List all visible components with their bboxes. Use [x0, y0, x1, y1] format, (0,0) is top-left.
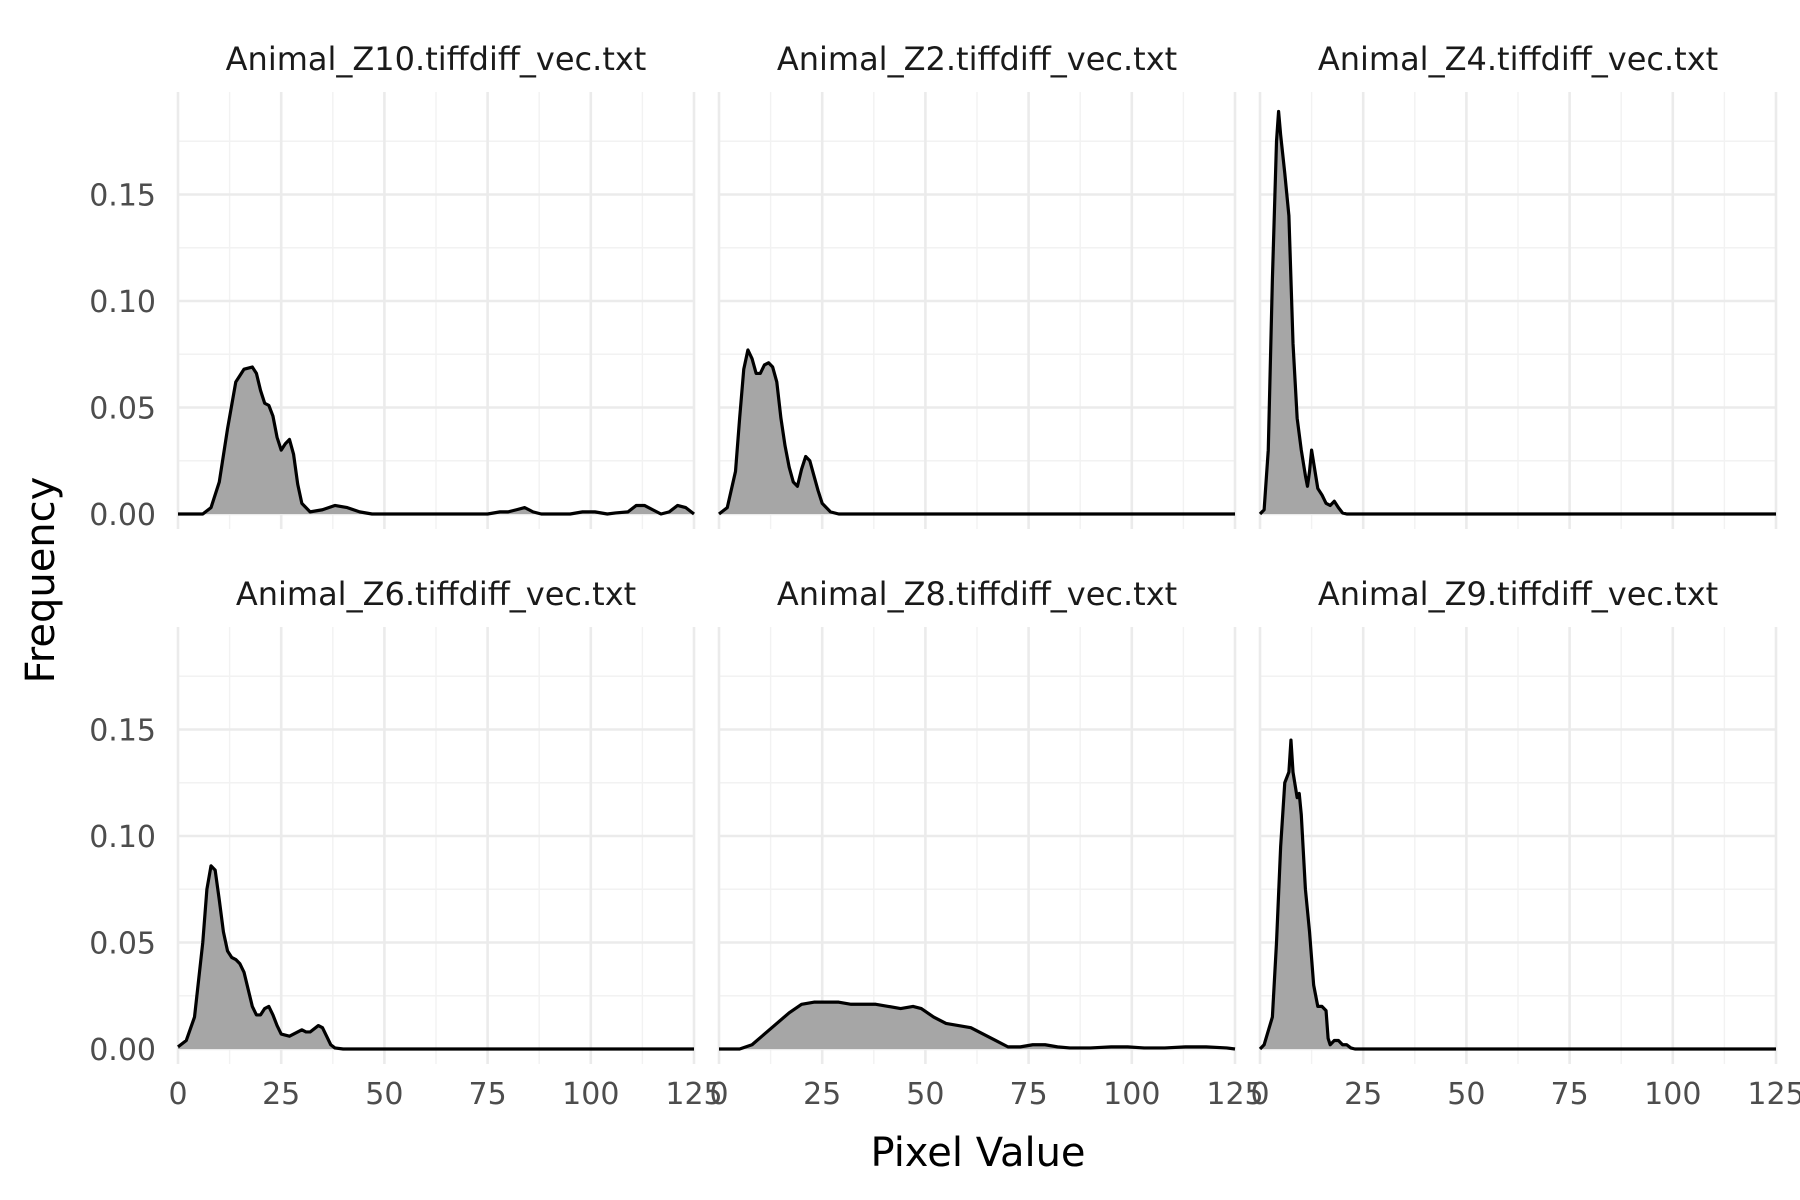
x-tick-label: 25	[262, 1077, 300, 1112]
y-tick-label: 0.05	[89, 392, 156, 427]
y-tick-label: 0.10	[89, 285, 156, 320]
facet-strip-title: Animal_Z4.tiffdiff_vec.txt	[1318, 40, 1718, 78]
x-tick-label: 50	[906, 1077, 944, 1112]
facet-strip-title: Animal_Z10.tiffdiff_vec.txt	[226, 40, 647, 78]
facet-panel: Animal_Z10.tiffdiff_vec.txt	[176, 40, 696, 529]
x-tick-label: 75	[469, 1077, 507, 1112]
x-tick-label: 125	[665, 1077, 722, 1112]
density-area	[178, 367, 694, 514]
facet-strip-title: Animal_Z2.tiffdiff_vec.txt	[777, 40, 1177, 78]
density-line	[719, 1000, 1236, 1051]
x-tick-label: 0	[1250, 1077, 1269, 1112]
facet-panels: Animal_Z10.tiffdiff_vec.txt Animal_Z2.tif…	[176, 40, 1778, 1064]
y-tick-label: 0.05	[89, 927, 156, 962]
x-tick-label: 50	[365, 1077, 403, 1112]
x-tick-label: 0	[709, 1077, 728, 1112]
x-tick-label: 75	[1010, 1077, 1048, 1112]
density-area	[178, 865, 694, 1049]
y-tick-label: 0.10	[89, 820, 156, 855]
x-tick-label: 50	[1447, 1077, 1485, 1112]
density-line	[718, 348, 1235, 516]
facet-panel: Animal_Z8.tiffdiff_vec.txt	[717, 575, 1237, 1064]
y-tick-label: 0.15	[89, 179, 156, 214]
y-tick-label: 0.15	[89, 714, 156, 749]
x-tick-label: 125	[1206, 1077, 1263, 1112]
density-line	[1258, 738, 1776, 1051]
density-line	[177, 864, 694, 1051]
x-tick-label: 25	[1344, 1077, 1382, 1112]
facet-strip-title: Animal_Z6.tiffdiff_vec.txt	[236, 575, 636, 613]
x-tick-label: 100	[562, 1077, 619, 1112]
y-tick-label: 0.00	[89, 1033, 156, 1068]
density-area	[719, 1002, 1235, 1049]
facet-panel: Animal_Z4.tiffdiff_vec.txt	[1258, 40, 1778, 529]
facet-panel: Animal_Z2.tiffdiff_vec.txt	[717, 40, 1237, 529]
facet-panel: Animal_Z6.tiffdiff_vec.txt	[176, 575, 696, 1064]
density-line	[1258, 109, 1776, 516]
facet-strip-title: Animal_Z8.tiffdiff_vec.txt	[777, 575, 1177, 613]
x-axis-title: Pixel Value	[870, 1130, 1085, 1176]
density-line	[178, 365, 695, 516]
x-tick-label: 125	[1747, 1077, 1800, 1112]
x-tick-label: 100	[1103, 1077, 1160, 1112]
x-tick-label: 75	[1551, 1077, 1589, 1112]
facet-panel: Animal_Z9.tiffdiff_vec.txt	[1258, 575, 1778, 1064]
y-axis-tick-labels: 0.00 0.05 0.10 0.15 0.00 0.05 0.10 0.15	[89, 179, 156, 1069]
density-area	[1260, 111, 1776, 515]
facet-strip-title: Animal_Z9.tiffdiff_vec.txt	[1318, 575, 1718, 613]
y-tick-label: 0.00	[89, 498, 156, 533]
x-tick-label: 0	[168, 1077, 187, 1112]
x-tick-label: 25	[803, 1077, 841, 1112]
y-axis-title: Frequency	[18, 477, 64, 684]
x-tick-label: 100	[1644, 1077, 1701, 1112]
density-area	[1260, 740, 1776, 1049]
